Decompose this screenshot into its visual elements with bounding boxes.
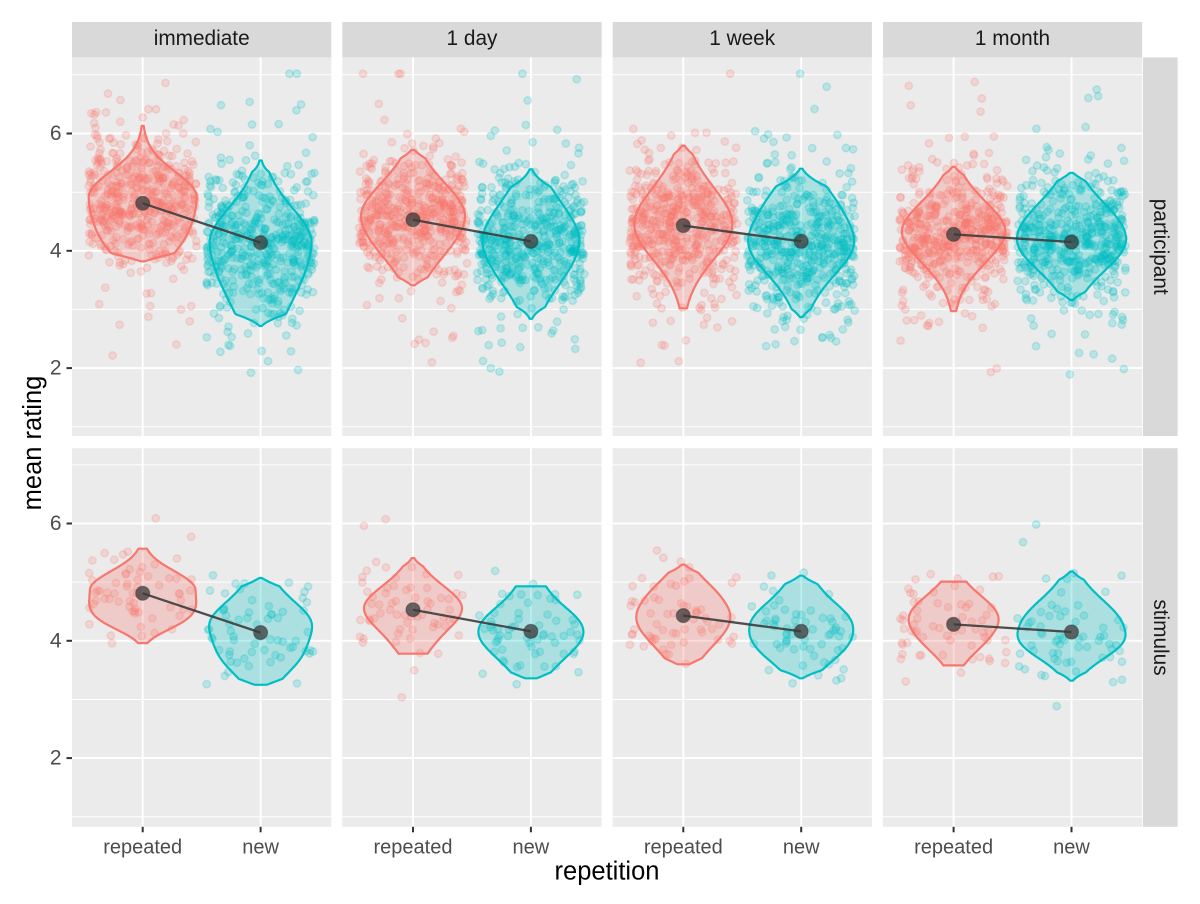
- svg-text:4: 4: [50, 629, 62, 652]
- svg-text:repeated: repeated: [644, 837, 723, 859]
- svg-text:6: 6: [50, 122, 62, 145]
- svg-text:new: new: [1053, 837, 1090, 859]
- svg-text:new: new: [242, 837, 279, 859]
- svg-text:2: 2: [50, 357, 62, 380]
- svg-text:stimulus: stimulus: [1149, 599, 1172, 675]
- svg-text:1 day: 1 day: [447, 27, 498, 50]
- svg-text:1 month: 1 month: [975, 27, 1050, 50]
- svg-text:6: 6: [50, 512, 62, 535]
- svg-text:immediate: immediate: [154, 27, 250, 50]
- svg-text:participant: participant: [1149, 199, 1172, 295]
- svg-text:repeated: repeated: [374, 837, 453, 859]
- svg-text:mean rating: mean rating: [19, 376, 47, 511]
- svg-text:new: new: [513, 837, 550, 859]
- svg-text:new: new: [783, 837, 820, 859]
- svg-text:1 week: 1 week: [709, 27, 775, 50]
- svg-text:2: 2: [50, 747, 62, 770]
- svg-text:repeated: repeated: [103, 837, 182, 859]
- svg-text:repetition: repetition: [555, 857, 660, 885]
- svg-text:repeated: repeated: [914, 837, 993, 859]
- svg-text:4: 4: [50, 239, 62, 262]
